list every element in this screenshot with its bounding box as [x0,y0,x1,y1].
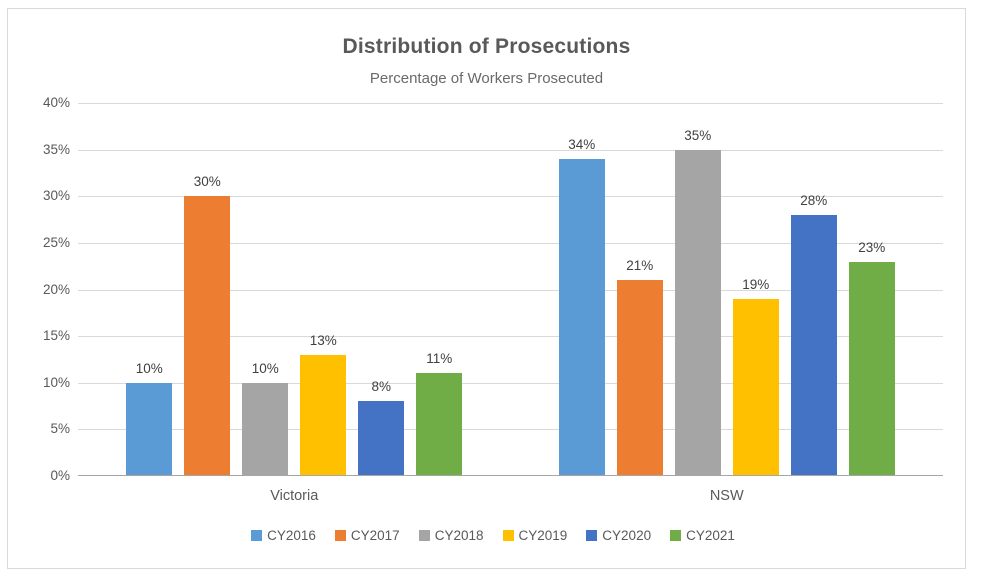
bar-victoria-cy2019: 13% [300,333,347,476]
category-label-nsw: NSW [709,488,744,504]
x-axis-line [78,475,943,476]
bar-nsw-cy2020: 28% [790,193,837,476]
chart-title: Distribution of Prosecutions [342,35,631,58]
bar-nsw-cy2019: 19% [732,277,779,476]
y-axis-tick-label: 10% [42,374,70,390]
bar-value-label: 34% [568,136,596,152]
legend-label: CY2016 [267,528,316,543]
legend-item-cy2018: CY2018 [418,528,484,543]
bar-group-nsw: 34% 21% 35% 19% 28% 23% [511,103,944,476]
y-axis-tick-label: 30% [42,188,70,204]
legend-swatch-icon [418,530,430,541]
y-axis-tick-label: 40% [42,95,70,110]
legend-item-cy2021: CY2021 [670,528,735,543]
bar-value-label: 23% [858,239,886,255]
y-axis-tick-label: 20% [42,281,70,297]
gridline [78,149,943,151]
bar-group-victoria: 10% 30% 10% 13% 8% 11% [78,103,511,476]
legend-label: CY2018 [434,528,484,543]
legend: CY2016 CY2017 CY2018 CY2019 CY2020 CY2021 [0,528,986,543]
bar-value-label: 8% [371,379,392,395]
plot-area: 10% 30% 10% 13% 8% 11% 34% 21% 35% 19% 28% 23% [78,103,943,476]
gridline [78,336,943,338]
gridline [78,289,943,291]
gridline [78,382,943,384]
y-axis-tick-label: 0% [50,468,70,483]
legend-label: CY2020 [602,528,652,543]
bar-nsw-cy2016: 34% [558,137,605,476]
chart-subtitle: Percentage of Workers Prosecuted [369,70,604,87]
bar-victoria-cy2021: 11% [416,351,463,476]
bar-value-label: 11% [426,351,453,367]
legend-item-cy2019: CY2019 [502,528,568,543]
legend-item-cy2017: CY2017 [334,528,400,543]
gridline [78,429,943,431]
bar-nsw-cy2017: 21% [616,258,663,476]
y-axis-tick-label: 5% [50,421,70,437]
legend-swatch-icon [586,530,598,541]
legend-item-cy2020: CY2020 [586,528,651,543]
bar-value-label: 30% [193,174,221,190]
y-axis-tick-label: 35% [42,141,70,157]
category-axis: Victoria NSW [78,488,943,504]
gridline [78,103,943,104]
bar-value-label: 10% [251,360,279,376]
bar-value-label: 21% [626,258,654,274]
bar-victoria-cy2016: 10% [126,361,173,476]
legend-item-cy2016: CY2016 [251,528,316,543]
bar-value-label: 35% [684,127,712,143]
gridline [78,242,943,244]
legend-swatch-icon [502,530,514,541]
y-axis-tick-label: 25% [42,234,70,250]
bar-victoria-cy2020: 8% [358,379,405,476]
bar-victoria-cy2017: 30% [184,174,231,476]
legend-swatch-icon [670,530,682,541]
legend-swatch-icon [334,530,346,541]
y-axis-tick-label: 15% [42,328,70,344]
bar-value-label: 10% [135,360,163,376]
bar-value-label: 28% [800,192,828,208]
bar-victoria-cy2018: 10% [242,361,289,476]
legend-label: CY2017 [350,528,400,543]
bar-nsw-cy2018: 35% [674,128,721,476]
legend-swatch-icon [251,530,263,541]
bar-nsw-cy2021: 23% [848,240,895,476]
legend-label: CY2021 [686,528,735,543]
bar-groups: 10% 30% 10% 13% 8% 11% 34% 21% 35% 19% 28% 23% [78,103,943,476]
gridline [78,196,943,198]
bar-value-label: 13% [309,332,337,348]
category-label-victoria: Victoria [270,488,319,504]
legend-label: CY2019 [518,528,568,543]
bar-value-label: 19% [742,276,770,292]
